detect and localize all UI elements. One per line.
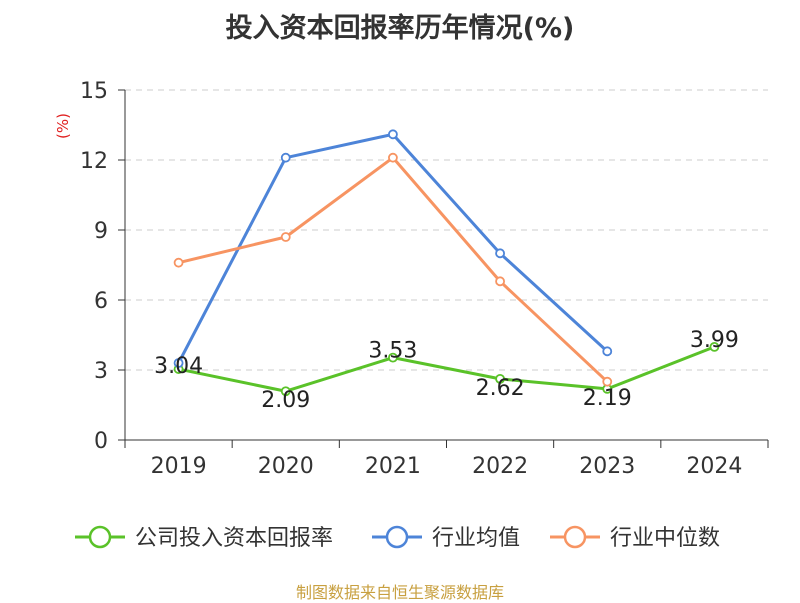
x-tick-label: 2021 <box>365 454 421 479</box>
legend: 公司投入资本回报率 行业均值 行业中位数 <box>75 525 720 551</box>
x-tick-label: 2023 <box>579 454 635 479</box>
data-label: 3.53 <box>368 339 417 364</box>
data-label: 3.04 <box>154 354 203 379</box>
data-point <box>495 373 505 384</box>
x-tick-label: 2020 <box>258 454 314 479</box>
data-label: 2.09 <box>261 388 310 413</box>
chart-title: 投入资本回报率历年情况(%) <box>225 13 575 44</box>
legend-label: 行业均值 <box>432 526 520 551</box>
source-note: 制图数据来自恒生聚源数据库 <box>295 583 504 602</box>
y-tick-label: 6 <box>94 289 108 314</box>
data-label: 2.19 <box>583 386 632 411</box>
data-label: 2.62 <box>476 376 525 401</box>
data-point <box>495 276 505 287</box>
data-point <box>280 386 291 397</box>
y-axis-label: (%) <box>54 113 72 139</box>
data-point <box>173 257 184 268</box>
legend-label: 行业中位数 <box>610 526 720 551</box>
y-tick-label: 15 <box>80 79 108 104</box>
data-labels: 3.04 2.09 3.53 2.62 2.19 3.99 <box>154 328 739 413</box>
data-point <box>388 129 398 140</box>
x-tick-label: 2022 <box>472 454 528 479</box>
y-tick-label: 12 <box>80 149 108 174</box>
legend-marker <box>563 525 587 549</box>
x-tick-label: 2024 <box>686 454 742 479</box>
legend-label: 公司投入资本回报率 <box>135 526 333 551</box>
series-line <box>178 345 715 393</box>
data-point <box>280 152 291 163</box>
data-point <box>388 352 398 363</box>
data-label: 3.99 <box>690 328 739 353</box>
data-point <box>602 346 613 357</box>
series-lines <box>173 129 720 397</box>
data-point <box>495 248 505 259</box>
y-tick-label: 3 <box>94 359 108 384</box>
data-point <box>280 232 291 242</box>
legend-marker <box>385 525 409 549</box>
y-tick-label: 0 <box>94 429 108 454</box>
y-tick-label: 9 <box>94 219 108 244</box>
data-point <box>709 341 720 352</box>
data-point <box>602 376 613 387</box>
axes: 0 3 6 9 12 15 (%) 2019 2020 2021 2022 2023 2024 <box>54 79 769 479</box>
legend-marker <box>88 525 112 549</box>
grid-lines <box>125 89 768 371</box>
x-tick-label: 2019 <box>151 454 207 479</box>
data-point <box>388 152 398 163</box>
data-point <box>173 358 184 368</box>
